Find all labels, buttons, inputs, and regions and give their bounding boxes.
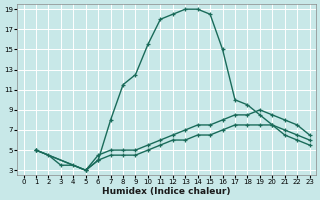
X-axis label: Humidex (Indice chaleur): Humidex (Indice chaleur)	[102, 187, 231, 196]
